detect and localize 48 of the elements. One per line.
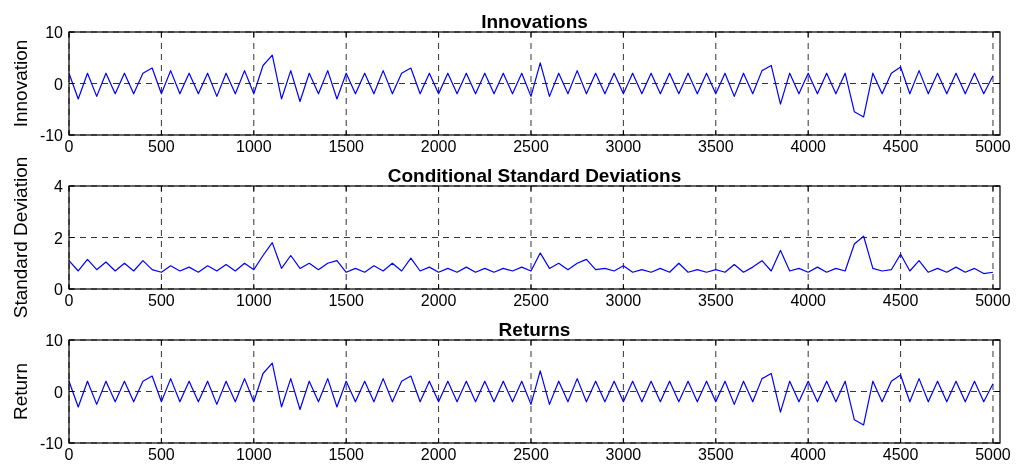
x-tick-label: 5000: [975, 138, 1011, 155]
x-tick-label: 3000: [605, 138, 642, 155]
x-tick-label: 4000: [790, 292, 827, 309]
chart-title: Innovations: [481, 11, 588, 32]
x-tick-label: 3500: [697, 292, 734, 309]
y-tick-label: 10: [45, 332, 64, 349]
x-tick-label: 500: [148, 446, 175, 463]
x-tick-label: 4000: [790, 138, 827, 155]
x-tick-label: 1000: [236, 446, 272, 463]
x-tick-label: 5000: [975, 446, 1011, 463]
y-tick-label: 0: [54, 75, 64, 93]
x-tick-label: 1500: [328, 446, 365, 463]
chart-title: Conditional Standard Deviations: [387, 165, 682, 186]
x-tick-label: 4500: [882, 138, 919, 155]
line-series: [68, 235, 994, 275]
x-tick-label: 500: [148, 138, 175, 155]
x-tick-label: 2000: [420, 446, 457, 463]
x-tick-label: 1500: [328, 138, 365, 155]
x-tick-label: 2500: [513, 446, 549, 463]
x-tick-label: 4500: [882, 292, 919, 309]
x-tick-label: 3500: [697, 138, 734, 155]
y-tick-label: -10: [39, 127, 64, 144]
x-tick-label: 3500: [697, 446, 734, 463]
line-series: [68, 54, 994, 118]
x-tick-label: 2000: [420, 292, 457, 309]
x-tick-label: 1500: [328, 292, 365, 309]
x-tick-label: 2500: [513, 138, 549, 155]
y-axis-title: Innovation: [10, 39, 31, 128]
line-series: [68, 362, 994, 426]
x-tick-label: 3000: [605, 446, 642, 463]
chart-title: Returns: [498, 319, 571, 340]
x-tick-label: 2500: [513, 292, 549, 309]
x-tick-label: 5000: [975, 292, 1011, 309]
x-tick-label: 2000: [420, 138, 457, 155]
y-tick-label: 0: [54, 281, 64, 298]
x-tick-label: 1000: [236, 138, 272, 155]
y-axis-title: Return: [10, 362, 31, 421]
y-tick-label: 4: [54, 178, 64, 195]
y-tick-label: 0: [54, 383, 64, 401]
x-tick-label: 1000: [236, 292, 272, 309]
x-tick-label: 3000: [605, 292, 642, 309]
x-tick-label: 4000: [790, 446, 827, 463]
y-tick-label: 10: [45, 24, 64, 41]
y-tick-label: 2: [54, 229, 64, 247]
y-axis-title: Standard Deviation: [10, 156, 31, 319]
x-tick-label: 500: [148, 292, 175, 309]
y-tick-label: -10: [39, 435, 64, 452]
x-tick-label: 4500: [882, 446, 919, 463]
